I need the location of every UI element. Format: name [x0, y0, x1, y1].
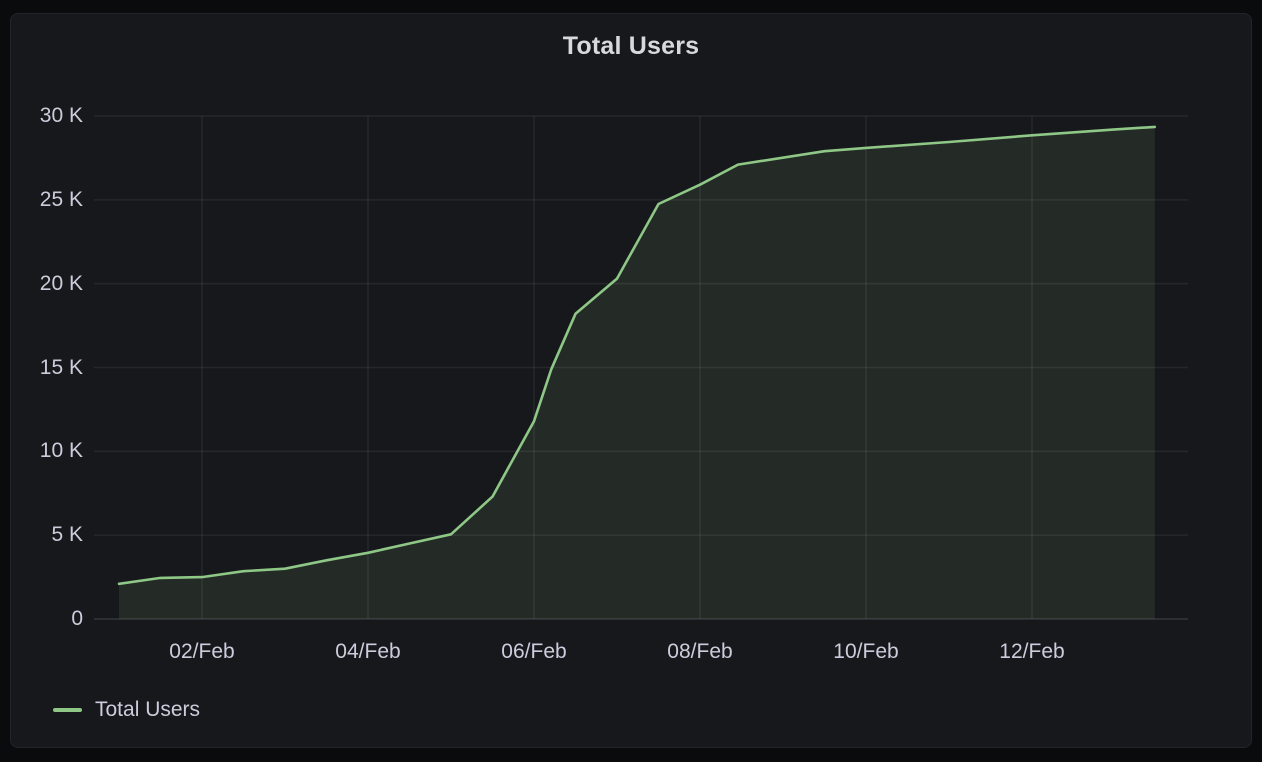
y-axis-tick-label: 20 K — [39, 271, 83, 295]
y-axis-tick-label: 30 K — [39, 104, 83, 127]
series-line — [117, 125, 1157, 586]
y-axis-tick-label: 15 K — [39, 355, 83, 379]
y-axis-tick-label: 5 K — [51, 523, 83, 547]
x-axis-tick-label: 10/Feb — [833, 640, 899, 663]
y-axis-tick-label: 25 K — [39, 187, 83, 211]
x-axis-tick-label: 12/Feb — [999, 640, 1065, 663]
grid-lines — [94, 115, 1188, 620]
x-axis-tick-label: 04/Feb — [335, 640, 401, 663]
time-series-chart — [94, 115, 1188, 620]
y-axis-tick-label: 10 K — [39, 439, 83, 463]
x-axis-tick-label: 02/Feb — [169, 640, 235, 663]
series-area-fill — [119, 126, 1155, 620]
legend-series-label: Total Users — [95, 698, 201, 721]
panel-title: Total Users — [562, 32, 700, 60]
legend-item-total-users[interactable]: Total Users — [53, 696, 200, 724]
x-axis-tick-label: 06/Feb — [501, 640, 567, 663]
series-color-dash-icon — [53, 708, 82, 712]
x-axis-tick-label: 08/Feb — [667, 640, 733, 663]
grafana-panel: Total Users 30 K 25 K 20 K 15 K 10 K 5 K 0 02/… — [10, 13, 1252, 748]
y-axis-tick-label: 0 — [71, 607, 83, 630]
